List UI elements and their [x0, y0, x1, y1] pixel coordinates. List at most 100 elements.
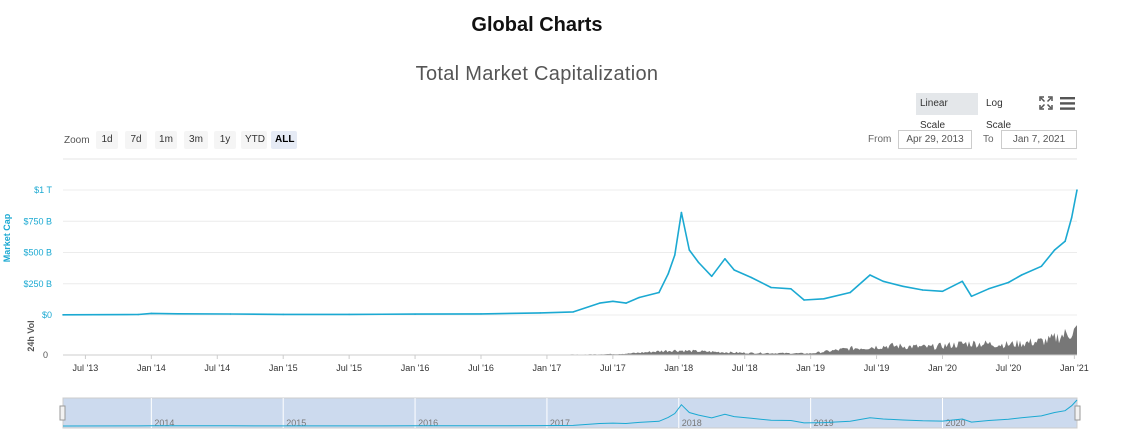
- x-tick-label: Jan '15: [269, 363, 298, 373]
- x-tick-label: Jul '20: [996, 363, 1022, 373]
- navigator-window: [62, 397, 1078, 429]
- y-tick-label: $1 T: [34, 185, 52, 195]
- y-tick-label: $250 B: [23, 279, 52, 289]
- volume-area: [63, 325, 1077, 355]
- market-cap-point: [697, 261, 700, 264]
- x-tick-label: Jul '14: [204, 363, 230, 373]
- x-tick-label: Jul '17: [600, 363, 626, 373]
- navigator-tick-label: 2015: [286, 418, 306, 428]
- navigator-tick-label: 2017: [550, 418, 570, 428]
- from-date-input[interactable]: Apr 29, 2013: [898, 130, 972, 149]
- market-cap-point: [612, 300, 614, 303]
- to-label: To: [983, 134, 994, 145]
- x-tick-label: Jan '17: [533, 363, 562, 373]
- navigator-tick-label: 2019: [814, 418, 834, 428]
- navigator-tick-label: 2018: [682, 418, 702, 428]
- navigator-handle-left: [59, 405, 66, 421]
- market-cap-point: [150, 312, 153, 315]
- navigator-handle-right: [1074, 405, 1081, 421]
- market-cap-point: [1020, 274, 1023, 276]
- navigator-line: [62, 399, 1078, 427]
- x-tick-label: Jul '19: [864, 363, 890, 373]
- market-cap-point: [869, 274, 871, 276]
- market-cap-point: [658, 291, 660, 294]
- y-axis-title: Market Cap: [2, 213, 12, 262]
- zoom-7d-button[interactable]: 7d: [125, 131, 147, 149]
- market-cap-point: [803, 299, 805, 301]
- market-cap-point: [680, 211, 683, 214]
- x-tick-label: Jul '18: [732, 363, 758, 373]
- market-cap-point: [229, 313, 232, 315]
- market-cap-point: [667, 272, 670, 275]
- market-cap-point: [674, 254, 676, 256]
- to-date-input[interactable]: Jan 7, 2021: [1001, 130, 1077, 149]
- menu-icon[interactable]: [1060, 97, 1075, 110]
- x-tick-label: Jan '14: [137, 363, 166, 373]
- market-cap-point: [688, 249, 691, 251]
- market-cap-point: [823, 297, 825, 300]
- market-cap-point: [921, 289, 924, 291]
- zoom-1y-button[interactable]: 1y: [214, 131, 236, 149]
- x-tick-label: Jan '16: [401, 363, 430, 373]
- market-cap-point: [638, 296, 641, 299]
- zoom-label: Zoom: [64, 135, 90, 146]
- x-tick-label: Jul '15: [336, 363, 362, 373]
- log-scale-button[interactable]: Log Scale: [986, 98, 1012, 131]
- market-cap-point: [941, 290, 944, 293]
- x-tick-label: Jan '20: [928, 363, 957, 373]
- market-cap-point: [137, 313, 139, 316]
- market-cap-point: [348, 313, 350, 316]
- market-cap-point: [1070, 216, 1073, 219]
- market-cap-point: [882, 280, 884, 283]
- market-cap-point: [1076, 189, 1078, 191]
- market-cap-point: [1040, 265, 1043, 268]
- market-cap-point: [1007, 281, 1010, 284]
- market-cap-line: [62, 189, 1078, 316]
- market-cap-point: [62, 314, 64, 316]
- y-tick-label: $500 B: [23, 248, 52, 258]
- zoom-ytd-button[interactable]: YTD: [241, 131, 267, 149]
- market-cap-point: [572, 311, 575, 313]
- market-cap-point: [970, 295, 973, 298]
- chart-title: Total Market Capitalization: [415, 63, 659, 85]
- market-cap-point: [902, 285, 904, 288]
- navigator-tick-label: 2014: [154, 418, 174, 428]
- market-cap-point: [770, 286, 772, 289]
- zoom-1m-button[interactable]: 1m: [155, 131, 177, 149]
- market-cap-point: [625, 302, 627, 304]
- x-tick-label: Jan '18: [664, 363, 693, 373]
- market-cap-point: [414, 313, 416, 315]
- y-tick-label: $750 B: [23, 216, 52, 226]
- volume-tick-label: 0: [43, 350, 48, 360]
- market-cap-point: [1053, 249, 1056, 251]
- market-cap-point: [790, 287, 792, 290]
- fullscreen-icon[interactable]: [1039, 96, 1053, 110]
- page-heading: Global Charts: [471, 14, 603, 36]
- x-tick-label: Jul '16: [468, 363, 494, 373]
- market-cap-point: [724, 257, 726, 260]
- market-cap-point: [480, 313, 482, 315]
- linear-scale-button[interactable]: Linear Scale: [916, 93, 978, 131]
- volume-axis-title: 24h Vol: [26, 320, 36, 351]
- market-cap-point: [282, 313, 285, 316]
- market-cap-point: [987, 287, 990, 290]
- market-cap-point: [710, 275, 713, 278]
- market-cap-point: [176, 312, 179, 315]
- market-cap-point: [750, 276, 753, 279]
- y-tick-label: $0: [42, 310, 52, 320]
- market-cap-point: [849, 291, 852, 294]
- x-tick-label: Jan '19: [796, 363, 825, 373]
- market-cap-point: [539, 312, 542, 314]
- zoom-1d-button[interactable]: 1d: [96, 131, 118, 149]
- market-cap-point: [961, 280, 964, 283]
- zoom-all-button[interactable]: ALL: [271, 131, 297, 149]
- x-tick-label: Jul '13: [73, 363, 99, 373]
- from-label: From: [868, 134, 892, 145]
- x-tick-label: Jan '21: [1060, 363, 1089, 373]
- zoom-3m-button[interactable]: 3m: [184, 131, 208, 149]
- market-cap-point: [1064, 240, 1066, 243]
- market-cap-point: [733, 269, 735, 271]
- navigator-tick-label: 2016: [418, 418, 438, 428]
- navigator-tick-label: 2020: [946, 418, 966, 428]
- market-cap-point: [598, 302, 601, 304]
